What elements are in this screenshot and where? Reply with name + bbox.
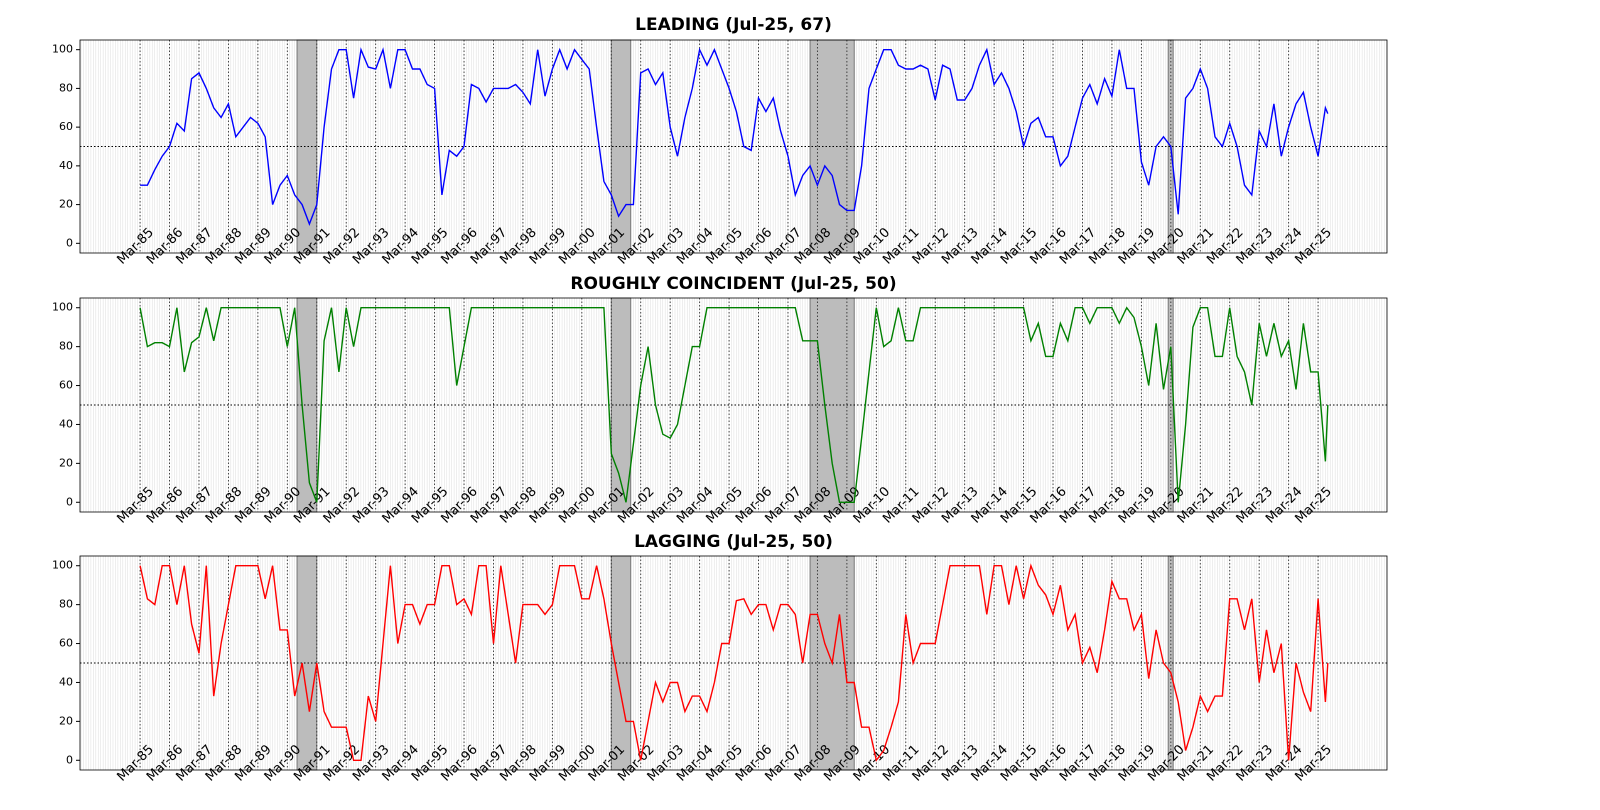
- y-tick-label: 0: [66, 495, 73, 508]
- y-tick-label: 20: [59, 714, 73, 727]
- y-tick-label: 40: [59, 417, 73, 430]
- plot-frame: [79, 555, 1388, 771]
- y-tick-label: 60: [59, 379, 73, 392]
- recession-shade: [610, 555, 632, 771]
- data-line: [140, 47, 1329, 226]
- panel-title: ROUGHLY COINCIDENT (Jul-25, 50): [570, 274, 896, 294]
- panel: LAGGING (Jul-25, 50)Mar-85Mar-86Mar-87Ma…: [52, 532, 1388, 785]
- recession-shade: [296, 39, 318, 254]
- y-tick-label: 80: [59, 81, 73, 94]
- panel-title: LAGGING (Jul-25, 50): [634, 532, 833, 552]
- panel-title: LEADING (Jul-25, 67): [635, 15, 832, 35]
- panel: ROUGHLY COINCIDENT (Jul-25, 50)Mar-85Mar…: [52, 274, 1388, 527]
- plot-frame: [79, 39, 1388, 254]
- y-tick-label: 20: [59, 456, 73, 469]
- y-tick-label: 100: [52, 559, 73, 572]
- y-tick-label: 20: [59, 198, 73, 211]
- y-tick-label: 60: [59, 637, 73, 650]
- y-tick-label: 80: [59, 598, 73, 611]
- plot-frame: [79, 297, 1388, 513]
- y-tick-label: 0: [66, 753, 73, 766]
- recession-shade: [296, 555, 318, 771]
- data-line: [139, 306, 1329, 503]
- y-tick-label: 100: [52, 43, 73, 56]
- y-tick-label: 0: [66, 236, 73, 249]
- y-tick-label: 60: [59, 120, 73, 133]
- y-tick-label: 40: [59, 159, 73, 172]
- recession-shade: [296, 297, 318, 513]
- y-tick-label: 40: [59, 675, 73, 688]
- y-tick-label: 100: [52, 301, 73, 314]
- data-line: [139, 563, 1329, 762]
- panel: LEADING (Jul-25, 67)Mar-85Mar-86Mar-87Ma…: [52, 15, 1388, 268]
- y-tick-label: 80: [59, 340, 73, 353]
- recession-shade: [610, 39, 632, 254]
